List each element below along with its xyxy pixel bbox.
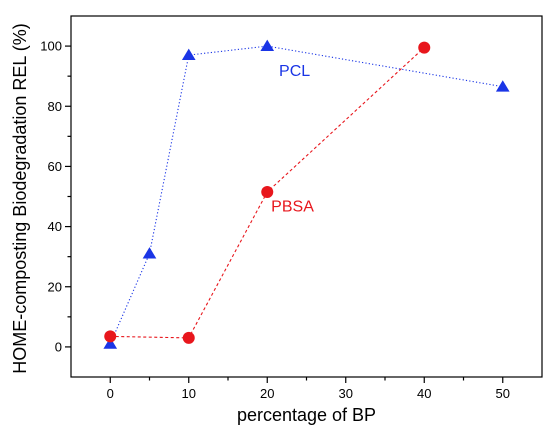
pcl-point-10 <box>181 48 196 60</box>
x-tick-label-30: 30 <box>339 386 353 401</box>
x-tick-label-10: 10 <box>182 386 196 401</box>
y-tick-label-80: 80 <box>48 99 62 114</box>
pbsa-point-40 <box>418 41 431 54</box>
pcl-line <box>109 45 503 345</box>
pbsa-point-0 <box>104 330 117 343</box>
y-axis-title: HOME-composting Biodegradation REL (%) <box>10 23 30 373</box>
x-tick-label-20: 20 <box>260 386 274 401</box>
y-tick-label-100: 100 <box>40 39 62 54</box>
axes: 0 10 20 30 40 50 0 20 40 60 80 100 <box>40 15 543 401</box>
y-tick-label-0: 0 <box>55 339 62 354</box>
pcl-point-20 <box>260 39 275 51</box>
pbsa-series-label: PBSA <box>271 199 314 216</box>
pcl-point-0 <box>103 337 118 349</box>
y-tick-label-20: 20 <box>48 279 62 294</box>
pcl-series-label: PCL <box>279 63 310 80</box>
x-axis-title: percentage of BP <box>237 405 376 425</box>
labels-group: PCL PBSA <box>271 63 314 215</box>
y-tick-label-60: 60 <box>48 159 62 174</box>
pcl-point-50 <box>495 80 510 92</box>
pbsa-point-20 <box>261 185 274 198</box>
pbsa-line <box>110 47 425 339</box>
pbsa-point-10 <box>182 331 195 344</box>
pcl-point-5 <box>142 247 157 259</box>
x-tick-label-40: 40 <box>417 386 431 401</box>
y-tick-label-40: 40 <box>48 219 62 234</box>
series-group <box>103 39 510 349</box>
x-tick-label-50: 50 <box>496 386 510 401</box>
x-tick-label-0: 0 <box>107 386 114 401</box>
